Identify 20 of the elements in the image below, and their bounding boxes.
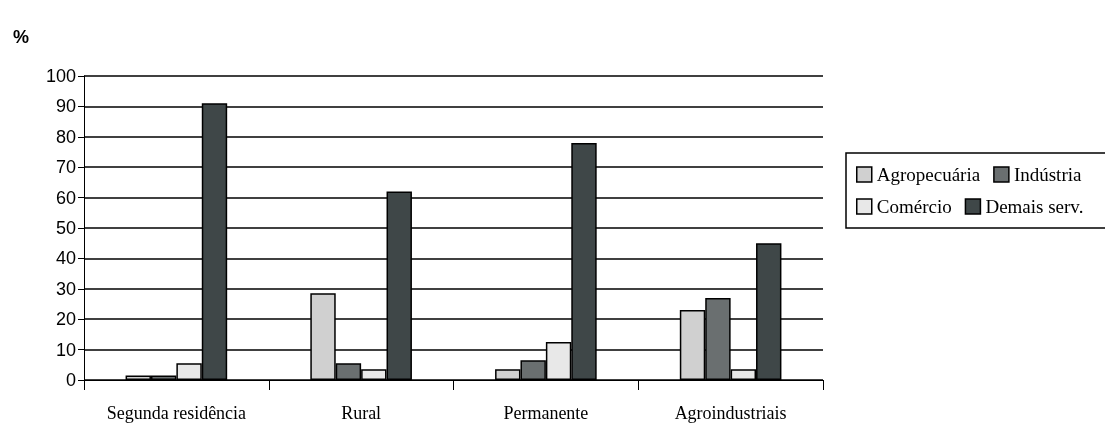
legend-label: Indústria xyxy=(1013,164,1082,185)
x-tick-label: Agroindustriais xyxy=(674,403,787,423)
x-tick-label: Segunda residência xyxy=(106,403,247,423)
y-tick-label: 70 xyxy=(55,157,76,178)
y-tick-label: 40 xyxy=(55,248,76,269)
y-tick-label: 10 xyxy=(55,339,76,360)
legend-label: Demais serv. xyxy=(985,196,1084,217)
y-tick-label: 30 xyxy=(55,278,76,299)
x-tick-label: Rural xyxy=(341,403,382,423)
legend-label: Comércio xyxy=(876,196,952,217)
y-tick-label: 80 xyxy=(55,126,76,147)
y-axis-title: % xyxy=(12,27,29,47)
y-tick-label: 60 xyxy=(55,187,76,208)
y-tick-label: 0 xyxy=(65,370,76,390)
legend-label: Agropecuária xyxy=(876,164,981,185)
y-tick-label: 20 xyxy=(55,309,76,330)
y-tick-label: 50 xyxy=(55,218,76,238)
y-tick-label: 90 xyxy=(55,96,76,117)
y-tick-label: 100 xyxy=(45,66,76,86)
x-tick-label: Permanente xyxy=(503,403,589,423)
